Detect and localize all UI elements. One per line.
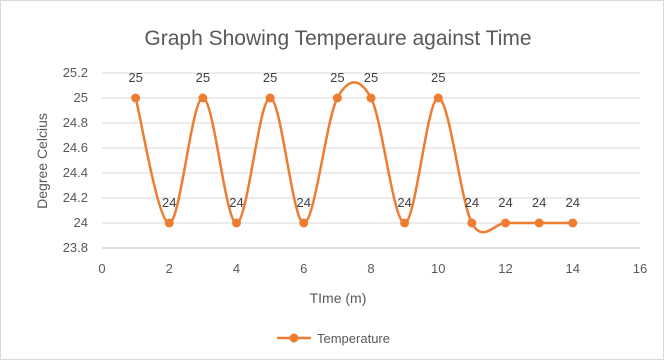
data-point (501, 218, 510, 228)
data-labels: 25 24 25 24 25 24 25 25 24 25 24 24 24 24 (128, 70, 580, 210)
y-tick-label: 24.4 (63, 165, 88, 180)
data-label: 25 (364, 70, 378, 85)
data-point (568, 218, 578, 228)
x-tick-label: 16 (633, 261, 647, 276)
data-label: 25 (128, 70, 142, 85)
x-tick-label: 10 (431, 261, 445, 276)
data-point (131, 93, 141, 103)
y-tick-label: 24.2 (63, 190, 88, 205)
data-point (332, 93, 342, 103)
x-tick-label: 2 (166, 261, 173, 276)
data-label: 24 (297, 195, 311, 210)
y-tick-label: 24.6 (63, 140, 88, 155)
x-axis-title: TIme (m) (310, 290, 367, 306)
data-point (534, 218, 544, 228)
data-point (232, 218, 241, 228)
data-label: 25 (196, 70, 210, 85)
data-label: 24 (532, 195, 546, 210)
data-point (400, 218, 410, 228)
series-temperature (131, 81, 578, 234)
y-tick-label: 25 (74, 90, 88, 105)
data-label: 24 (397, 195, 411, 210)
data-label: 25 (263, 70, 277, 85)
legend-marker (289, 333, 299, 343)
data-label: 24 (566, 195, 580, 210)
y-axis-ticks: 23.8 24 24.2 24.4 24.6 24.8 25 25.2 (63, 65, 88, 255)
data-point (299, 218, 309, 228)
data-label: 24 (465, 195, 479, 210)
x-axis-ticks: 0 2 4 6 8 10 12 14 16 (98, 261, 647, 276)
data-point (467, 218, 477, 228)
y-tick-label: 23.8 (63, 240, 88, 255)
x-tick-label: 0 (98, 261, 105, 276)
x-tick-label: 6 (300, 261, 307, 276)
x-tick-label: 12 (498, 261, 512, 276)
x-tick-label: 4 (233, 261, 240, 276)
data-point (198, 93, 208, 103)
data-label: 25 (330, 70, 344, 85)
data-label: 24 (498, 195, 512, 210)
x-tick-label: 8 (367, 261, 374, 276)
x-tick-label: 14 (566, 261, 580, 276)
y-axis-title: Degree Celcius (34, 113, 50, 209)
y-tick-label: 24.8 (63, 115, 88, 130)
data-label: 24 (162, 195, 176, 210)
legend: Temperature (277, 331, 390, 346)
data-point (265, 93, 275, 103)
data-label: 25 (431, 70, 445, 85)
data-point (433, 93, 443, 103)
legend-label: Temperature (317, 331, 390, 346)
data-label: 24 (229, 195, 243, 210)
y-tick-label: 25.2 (63, 65, 88, 80)
chart-title: Graph Showing Temperaure against Time (144, 27, 531, 50)
data-point (366, 93, 376, 103)
gridlines (102, 72, 640, 249)
data-point (164, 218, 174, 228)
y-tick-label: 24 (74, 215, 88, 230)
